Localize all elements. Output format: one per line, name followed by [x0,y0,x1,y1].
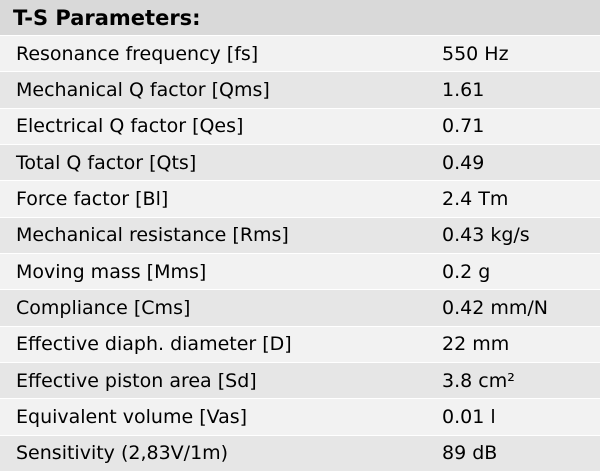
table-row: Electrical Q factor [Qes] 0.71 [0,108,600,145]
row-value: 0.71 [442,115,485,138]
table-row: Effective piston area [Sd] 3.8 cm² [0,362,600,400]
table-row: Force factor [Bl] 2.4 Tm [0,181,600,218]
row-value: 2.4 Tm [442,187,509,210]
row-value: 0.2 g [442,260,491,283]
table-row: Total Q factor [Qts] 0.49 [0,144,600,182]
row-label: Resonance frequency [fs] [16,42,259,65]
row-value: 1.61 [442,78,485,101]
table-row: Sensitivity (2,83V/1m) 89 dB [0,435,600,471]
table-title: T-S Parameters: [0,0,600,36]
row-value: 3.8 cm² [442,369,515,392]
row-value: 89 dB [442,442,498,465]
row-label: Mechanical Q factor [Qms] [16,78,270,101]
row-value: 0.01 l [442,405,496,428]
row-value: 0.43 kg/s [442,224,530,247]
table-row: Mechanical resistance [Rms] 0.43 kg/s [0,217,600,254]
table-row: Resonance frequency [fs] 550 Hz [0,36,600,73]
row-label: Effective piston area [Sd] [16,369,257,392]
row-label: Equivalent volume [Vas] [16,405,248,428]
table-row: Equivalent volume [Vas] 0.01 l [0,399,600,436]
row-value: 0.49 [442,151,485,174]
row-value: 22 mm [442,333,510,356]
table-row: Compliance [Cms] 0.42 mm/N [0,290,600,327]
table-row: Effective diaph. diameter [D] 22 mm [0,326,600,363]
row-value: 550 Hz [442,42,509,65]
row-label: Total Q factor [Qts] [16,151,197,174]
row-label: Compliance [Cms] [16,296,191,319]
table-row: Moving mass [Mms] 0.2 g [0,253,600,291]
row-label: Mechanical resistance [Rms] [16,224,289,247]
row-label: Moving mass [Mms] [16,260,207,283]
row-label: Electrical Q factor [Qes] [16,115,244,138]
table-body: Resonance frequency [fs] 550 Hz Mechanic… [0,36,600,471]
table-row: Mechanical Q factor [Qms] 1.61 [0,72,600,109]
row-label: Force factor [Bl] [16,187,169,210]
row-value: 0.42 mm/N [442,296,548,319]
row-label: Sensitivity (2,83V/1m) [16,442,229,465]
row-label: Effective diaph. diameter [D] [16,333,292,356]
